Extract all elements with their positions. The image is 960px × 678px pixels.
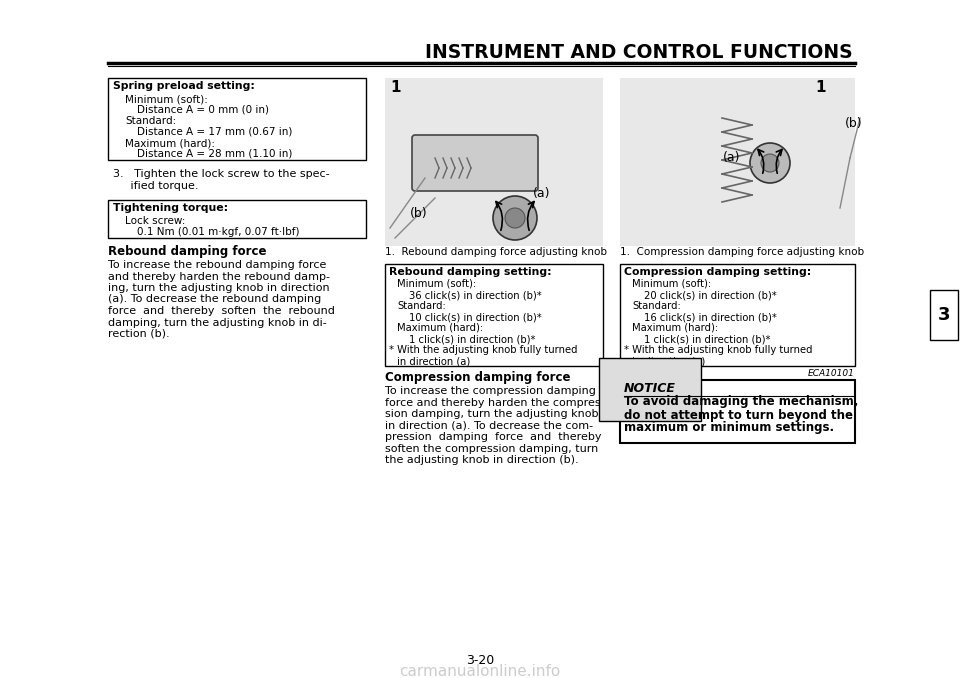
Text: (a): (a) [723, 151, 740, 165]
Text: Rebound damping force: Rebound damping force [108, 245, 267, 258]
Text: Maximum (hard):: Maximum (hard): [125, 138, 215, 148]
Text: 1.  Rebound damping force adjusting knob: 1. Rebound damping force adjusting knob [385, 247, 607, 257]
Text: 1: 1 [815, 81, 826, 96]
Text: Standard:: Standard: [125, 116, 177, 126]
Text: (a). To decrease the rebound damping: (a). To decrease the rebound damping [108, 294, 322, 304]
Text: do not attempt to turn beyond the: do not attempt to turn beyond the [624, 409, 853, 422]
Text: Lock screw:: Lock screw: [125, 216, 185, 226]
Text: 20 click(s) in direction (b)*: 20 click(s) in direction (b)* [644, 290, 777, 300]
Text: Maximum (hard):: Maximum (hard): [632, 323, 718, 333]
Bar [620, 264, 855, 366]
Bar [108, 200, 366, 238]
Text: Rebound damping setting:: Rebound damping setting: [389, 267, 552, 277]
Text: Tightening torque:: Tightening torque: [113, 203, 228, 213]
Text: 3: 3 [938, 306, 950, 324]
Text: Standard:: Standard: [632, 301, 681, 311]
Circle shape [493, 196, 537, 240]
Circle shape [761, 154, 779, 172]
Text: Minimum (soft):: Minimum (soft): [632, 279, 711, 289]
Bar [620, 78, 855, 246]
Text: Maximum (hard):: Maximum (hard): [397, 323, 483, 333]
Circle shape [505, 208, 525, 228]
Text: carmanualonline.info: carmanualonline.info [399, 664, 561, 678]
Text: in direction (a): in direction (a) [632, 356, 706, 366]
Text: in direction (a). To decrease the com-: in direction (a). To decrease the com- [385, 420, 593, 431]
Bar [108, 78, 366, 160]
Text: To avoid damaging the mechanism,: To avoid damaging the mechanism, [624, 395, 858, 409]
Text: (b): (b) [845, 117, 863, 129]
Text: 3-20: 3-20 [466, 654, 494, 666]
Text: Standard:: Standard: [397, 301, 445, 311]
Text: Minimum (soft):: Minimum (soft): [397, 279, 476, 289]
Text: 3.   Tighten the lock screw to the spec-: 3. Tighten the lock screw to the spec- [113, 169, 329, 179]
Text: ECA10101: ECA10101 [808, 370, 855, 378]
Text: Distance A = 17 mm (0.67 in): Distance A = 17 mm (0.67 in) [137, 127, 293, 137]
Text: ing, turn the adjusting knob in direction: ing, turn the adjusting knob in directio… [108, 283, 329, 293]
Text: sion damping, turn the adjusting knob: sion damping, turn the adjusting knob [385, 409, 598, 419]
Text: 16 click(s) in direction (b)*: 16 click(s) in direction (b)* [644, 312, 777, 322]
Text: Compression damping force: Compression damping force [385, 372, 570, 384]
Text: 0.1 Nm (0.01 m·kgf, 0.07 ft·lbf): 0.1 Nm (0.01 m·kgf, 0.07 ft·lbf) [137, 227, 300, 237]
Text: 1: 1 [390, 81, 400, 96]
Text: and thereby harden the rebound damp-: and thereby harden the rebound damp- [108, 271, 330, 281]
Bar [620, 380, 855, 443]
Circle shape [750, 143, 790, 183]
Text: INSTRUMENT AND CONTROL FUNCTIONS: INSTRUMENT AND CONTROL FUNCTIONS [425, 43, 853, 62]
Text: rection (b).: rection (b). [108, 329, 170, 339]
Text: 1.  Compression damping force adjusting knob: 1. Compression damping force adjusting k… [620, 247, 864, 257]
Bar [385, 264, 603, 366]
Text: force  and  thereby  soften  the  rebound: force and thereby soften the rebound [108, 306, 335, 316]
Bar [385, 78, 603, 246]
FancyBboxPatch shape [412, 135, 538, 191]
Text: NOTICE: NOTICE [624, 382, 676, 395]
FancyBboxPatch shape [930, 290, 958, 340]
Text: 1 click(s) in direction (b)*: 1 click(s) in direction (b)* [644, 334, 771, 344]
Text: 10 click(s) in direction (b)*: 10 click(s) in direction (b)* [409, 312, 541, 322]
Text: * With the adjusting knob fully turned: * With the adjusting knob fully turned [624, 345, 812, 355]
Text: maximum or minimum settings.: maximum or minimum settings. [624, 422, 834, 435]
Text: Spring preload setting:: Spring preload setting: [113, 81, 254, 91]
Text: force and thereby harden the compres-: force and thereby harden the compres- [385, 397, 605, 407]
Text: 1 click(s) in direction (b)*: 1 click(s) in direction (b)* [409, 334, 536, 344]
Text: 36 click(s) in direction (b)*: 36 click(s) in direction (b)* [409, 290, 541, 300]
Text: Distance A = 28 mm (1.10 in): Distance A = 28 mm (1.10 in) [137, 149, 293, 159]
Text: damping, turn the adjusting knob in di-: damping, turn the adjusting knob in di- [108, 317, 326, 327]
Text: Compression damping setting:: Compression damping setting: [624, 267, 811, 277]
Text: the adjusting knob in direction (b).: the adjusting knob in direction (b). [385, 455, 579, 465]
Text: (a): (a) [533, 186, 550, 199]
Text: ified torque.: ified torque. [113, 181, 199, 191]
Text: Minimum (soft):: Minimum (soft): [125, 94, 208, 104]
Text: soften the compression damping, turn: soften the compression damping, turn [385, 443, 598, 454]
Text: pression  damping  force  and  thereby: pression damping force and thereby [385, 432, 602, 442]
Text: To increase the compression damping: To increase the compression damping [385, 386, 596, 396]
Text: To increase the rebound damping force: To increase the rebound damping force [108, 260, 326, 270]
Text: (b): (b) [410, 207, 427, 220]
Text: * With the adjusting knob fully turned: * With the adjusting knob fully turned [389, 345, 578, 355]
Text: Distance A = 0 mm (0 in): Distance A = 0 mm (0 in) [137, 105, 269, 115]
Text: in direction (a): in direction (a) [397, 356, 470, 366]
